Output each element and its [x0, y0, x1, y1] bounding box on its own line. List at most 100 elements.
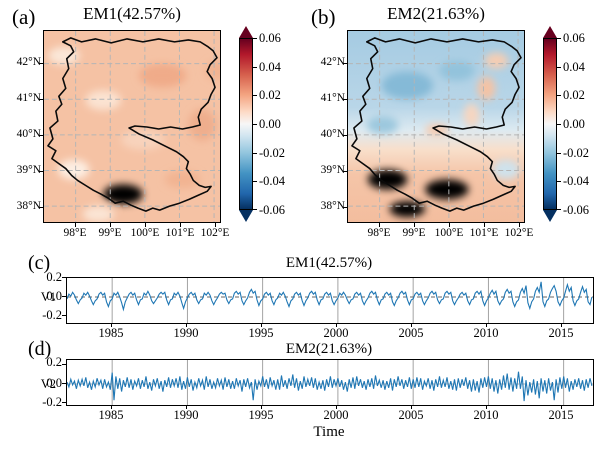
- panel-d-ylabel: V2: [40, 377, 56, 391]
- axis-tick: [449, 223, 450, 227]
- axis-tick: [261, 405, 262, 409]
- lon-tick-b-100: 100°E: [434, 227, 464, 239]
- axis-tick: [75, 223, 76, 227]
- v1-canvas: [67, 278, 593, 323]
- panel-c-ylabel: V1: [40, 290, 56, 304]
- xtick-d-1990: 1990: [173, 408, 199, 422]
- cb-b-tick-3: 0.02: [563, 88, 585, 102]
- xtick-c-1995: 1995: [248, 326, 274, 340]
- cb-a-tick-4: 0.00: [259, 117, 281, 131]
- axis-tick: [253, 152, 257, 154]
- axis-tick: [557, 95, 561, 97]
- axis-tick: [557, 209, 561, 210]
- colorbar-a-arrow-up-icon: [239, 26, 253, 38]
- xtick-d-2015: 2015: [548, 408, 574, 422]
- panel-a-title: EM1(42.57%): [83, 4, 181, 23]
- lat-tick-b-38: 38°N: [320, 200, 345, 212]
- axis-tick: [39, 99, 43, 100]
- axis-tick: [411, 323, 412, 327]
- xtick-c-2000: 2000: [323, 326, 349, 340]
- cb-a-tick-5: -0.02: [259, 146, 286, 160]
- axis-tick: [343, 99, 347, 100]
- cb-b-tick-4: 0.00: [563, 117, 585, 131]
- cb-a-tick-6: -0.04: [259, 174, 286, 188]
- axis-tick: [343, 135, 347, 136]
- lat-tick-a-39: 39°N: [16, 164, 41, 176]
- v2-canvas: [67, 360, 593, 405]
- lon-tick-a-98: 98°E: [63, 227, 87, 239]
- axis-tick: [343, 63, 347, 64]
- xtick-c-2015: 2015: [548, 326, 574, 340]
- panel-a-letter: (a): [12, 5, 36, 29]
- axis-tick: [62, 315, 66, 316]
- lon-tick-a-101: 101°E: [165, 227, 195, 239]
- axis-tick: [62, 296, 66, 297]
- axis-tick: [253, 209, 257, 210]
- lat-tick-b-39: 39°N: [320, 164, 345, 176]
- ts-plot-v1: [66, 277, 594, 324]
- lat-tick-a-40: 40°N: [16, 128, 41, 140]
- axis-tick: [180, 223, 181, 227]
- lat-tick-a-41: 41°N: [16, 92, 41, 104]
- map-em1-canvas: [44, 31, 220, 222]
- panel-b-title: EM2(21.63%): [387, 4, 485, 23]
- axis-tick: [557, 124, 561, 125]
- axis-tick: [253, 181, 257, 183]
- axis-tick: [253, 95, 257, 97]
- axis-tick: [561, 323, 562, 327]
- axis-tick: [39, 135, 43, 136]
- cb-a-tick-1: 0.06: [259, 31, 281, 45]
- axis-tick: [336, 405, 337, 409]
- axis-tick: [557, 181, 561, 183]
- axis-tick: [557, 66, 561, 68]
- axis-tick: [111, 323, 112, 327]
- axis-tick: [343, 171, 347, 172]
- axis-tick: [62, 277, 66, 278]
- lat-tick-a-42: 42°N: [16, 56, 41, 68]
- lon-tick-b-101: 101°E: [469, 227, 499, 239]
- lon-tick-b-102: 102°E: [504, 227, 534, 239]
- lat-tick-b-41: 41°N: [320, 92, 345, 104]
- axis-tick: [39, 63, 43, 64]
- ytick-c-00: 0.0: [46, 289, 62, 303]
- ytick-d-m02: -0.2: [42, 395, 62, 409]
- axis-tick: [62, 383, 66, 384]
- colorbar-a: [239, 38, 253, 210]
- axis-tick: [62, 364, 66, 365]
- lon-tick-a-102: 102°E: [200, 227, 230, 239]
- xtick-d-1995: 1995: [248, 408, 274, 422]
- cb-b-tick-5: -0.02: [563, 146, 590, 160]
- xtick-d-2010: 2010: [473, 408, 499, 422]
- axis-tick: [343, 207, 347, 208]
- cb-a-tick-3: 0.02: [259, 88, 281, 102]
- cb-b-tick-2: 0.04: [563, 60, 585, 74]
- axis-tick: [561, 405, 562, 409]
- ytick-c-02: 0.2: [46, 270, 62, 284]
- colorbar-b: [543, 38, 557, 210]
- ytick-d-02: 0.2: [46, 355, 62, 369]
- axis-tick: [39, 171, 43, 172]
- axis-tick: [336, 323, 337, 327]
- panel-d-title: EM2(21.63%): [285, 341, 373, 357]
- axis-tick: [486, 323, 487, 327]
- xtick-c-1990: 1990: [173, 326, 199, 340]
- map-em2: [347, 30, 525, 223]
- xtick-c-2005: 2005: [398, 326, 424, 340]
- time-axis-label: Time: [313, 424, 345, 440]
- axis-tick: [111, 405, 112, 409]
- cb-b-tick-7: -0.06: [563, 203, 590, 217]
- xtick-c-2010: 2010: [473, 326, 499, 340]
- lon-tick-b-99: 99°E: [402, 227, 426, 239]
- panel-b-letter: (b): [311, 5, 336, 29]
- axis-tick: [186, 405, 187, 409]
- map-em1: [43, 30, 221, 223]
- xtick-d-2000: 2000: [323, 408, 349, 422]
- v1-series-line: [67, 281, 593, 312]
- lon-tick-b-98: 98°E: [367, 227, 391, 239]
- xtick-d-1985: 1985: [98, 408, 124, 422]
- axis-tick: [253, 66, 257, 68]
- axis-tick: [486, 405, 487, 409]
- cb-a-tick-2: 0.04: [259, 60, 281, 74]
- xtick-c-1985: 1985: [98, 326, 124, 340]
